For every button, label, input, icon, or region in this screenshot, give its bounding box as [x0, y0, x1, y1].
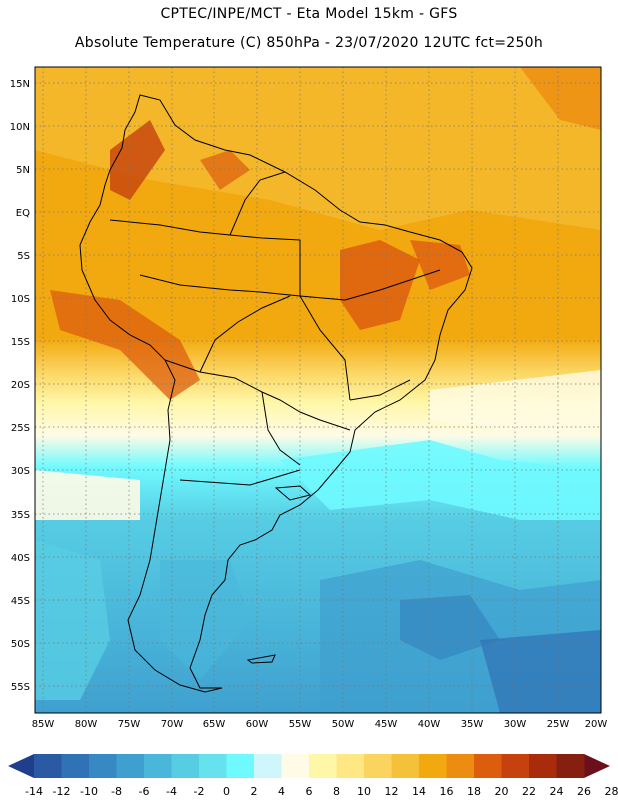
- colorbar-min-arrow: [8, 754, 34, 778]
- lat-label: 5N: [16, 165, 30, 176]
- lat-label: 15S: [11, 337, 30, 348]
- colorbar-label: 28: [605, 785, 618, 798]
- lon-label: 70W: [161, 719, 184, 730]
- colorbar-label: 12: [385, 785, 399, 798]
- colorbar-label: 4: [278, 785, 285, 798]
- colorbar-label: 24: [550, 785, 564, 798]
- colorbar-swatch: [336, 754, 365, 778]
- colorbar-swatch: [556, 754, 585, 778]
- colorbar-label: 14: [412, 785, 426, 798]
- colorbar-label: -10: [80, 785, 98, 798]
- lon-label: 80W: [75, 719, 98, 730]
- lat-label: 45S: [11, 596, 30, 607]
- lon-label: 20W: [585, 719, 608, 730]
- colorbar-swatch: [474, 754, 502, 778]
- colorbar-label: 2: [251, 785, 258, 798]
- colorbar-label: -14: [25, 785, 43, 798]
- lat-label: 5S: [17, 251, 30, 262]
- plot-frame: [34, 66, 602, 714]
- colorbar-swatch: [61, 754, 90, 778]
- colorbar-swatch: [34, 754, 62, 778]
- lon-label: 50W: [332, 719, 355, 730]
- colorbar-swatch: [419, 754, 447, 778]
- lon-label: 40W: [418, 719, 441, 730]
- colorbar-swatch: [446, 754, 475, 778]
- colorbar-swatch: [364, 754, 392, 778]
- lat-label: 20S: [11, 380, 30, 391]
- lat-label: 30S: [11, 466, 30, 477]
- colorbar-label: 16: [440, 785, 454, 798]
- colorbar-swatch: [281, 754, 310, 778]
- colorbar-swatch: [254, 754, 282, 778]
- lat-label: EQ: [16, 208, 30, 219]
- colorbar-label: -8: [111, 785, 122, 798]
- colorbar-label: -2: [194, 785, 205, 798]
- lat-label: 15N: [10, 79, 30, 90]
- colorbar-label: -6: [139, 785, 150, 798]
- title-line-1: CPTEC/INPE/MCT - Eta Model 15km - GFS: [160, 6, 458, 22]
- colorbar-swatch: [309, 754, 337, 778]
- lat-label: 50S: [11, 639, 30, 650]
- colorbar-swatch: [171, 754, 200, 778]
- colorbar-label: 18: [467, 785, 481, 798]
- colorbar-swatch: [89, 754, 117, 778]
- lat-label: 25S: [11, 423, 30, 434]
- colorbar-label: -12: [53, 785, 71, 798]
- title-line-2: Absolute Temperature (C) 850hPa - 23/07/…: [74, 35, 544, 51]
- lat-label: 35S: [11, 510, 30, 521]
- lon-label: 65W: [203, 719, 226, 730]
- colorbar-swatch: [226, 754, 255, 778]
- temperature-field: [35, 67, 601, 713]
- lon-label: 55W: [289, 719, 312, 730]
- colorbar-label: 0: [223, 785, 230, 798]
- lon-axis: 85W 80W 75W 70W 65W 60W 55W 50W 45W 40W …: [32, 719, 608, 730]
- lon-label: 75W: [118, 719, 141, 730]
- colorbar-label: 22: [522, 785, 536, 798]
- lat-label: 55S: [11, 682, 30, 693]
- colorbar-swatch: [501, 754, 530, 778]
- colorbar-swatch: [116, 754, 145, 778]
- lon-label: 85W: [32, 719, 55, 730]
- colorbar-swatch: [391, 754, 420, 778]
- colorbar-label: 6: [306, 785, 313, 798]
- lat-axis: 15N 10N 5N EQ 5S 10S 15S 20S 25S 30S 35S…: [10, 79, 30, 693]
- colorbar-swatch: [144, 754, 172, 778]
- colorbar-label: 8: [333, 785, 340, 798]
- colorbar-label: 10: [357, 785, 371, 798]
- lon-label: 60W: [246, 719, 269, 730]
- lon-label: 45W: [375, 719, 398, 730]
- lon-label: 25W: [547, 719, 570, 730]
- colorbar-label: 26: [577, 785, 591, 798]
- coastlines: [79, 94, 473, 693]
- colorbar: -14 -12 -10 -8 -6 -4 -2 0 2 4 6 8 10 12 14 16 18 20 22 24 26…: [8, 754, 618, 798]
- lat-label: 10S: [11, 294, 30, 305]
- colorbar-swatch: [529, 754, 557, 778]
- colorbar-label: 20: [495, 785, 509, 798]
- lon-label: 35W: [461, 719, 484, 730]
- lat-label: 40S: [11, 553, 30, 564]
- colorbar-max-arrow: [584, 754, 610, 778]
- colorbar-swatch: [199, 754, 227, 778]
- lat-label: 10N: [10, 122, 30, 133]
- colorbar-label: -4: [166, 785, 177, 798]
- lon-label: 30W: [504, 719, 527, 730]
